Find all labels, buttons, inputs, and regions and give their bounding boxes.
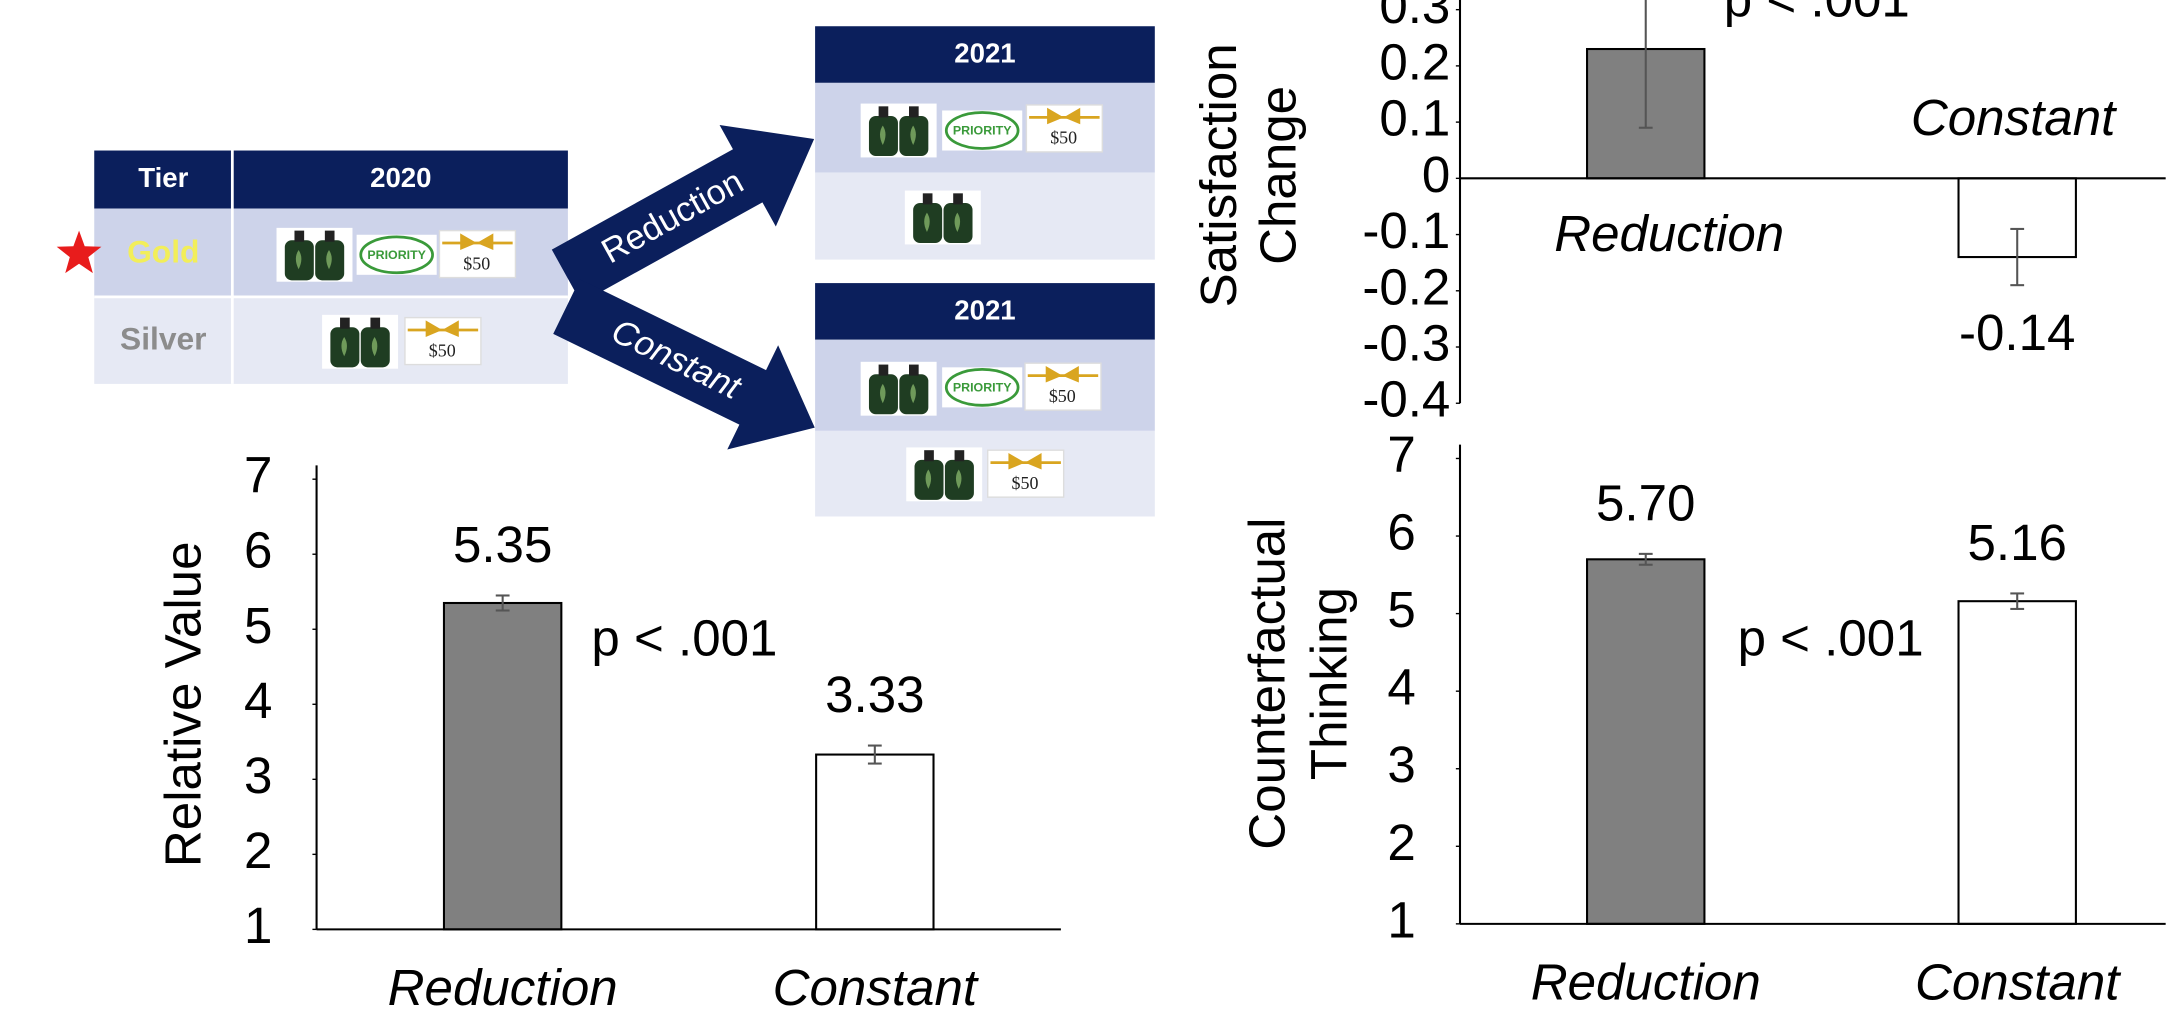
header-text: 2021	[954, 294, 1015, 325]
y-tick-label: 0	[1422, 146, 1450, 203]
voucher-text: $50	[429, 340, 456, 360]
voucher-icon: $50	[1026, 105, 1102, 152]
value-label: 5.70	[1596, 474, 1695, 531]
bottle-cap	[325, 231, 335, 242]
table-row	[815, 173, 1155, 260]
y-tick-label: 7	[1387, 426, 1415, 483]
value-label: 5.16	[1968, 514, 2067, 571]
table-row	[815, 431, 1155, 517]
bottle-cap	[955, 450, 965, 461]
x-tick-label: Reduction	[1531, 954, 1761, 1011]
y-axis-title: Satisfaction	[1190, 43, 1247, 307]
y-tick-label: 0.2	[1379, 33, 1450, 90]
y-tick-label: -0.3	[1362, 315, 1450, 372]
y-axis-title: Thinking	[1300, 587, 1357, 780]
y-tick-label: 4	[1387, 659, 1415, 716]
y-tick-label: 3	[244, 747, 272, 804]
chart: -0.4-0.3-0.2-0.100.10.20.3 SatisfactionCh…	[1190, 0, 2166, 428]
y-axis-title: Relative Value	[154, 541, 211, 867]
value-label: 3.33	[825, 666, 924, 723]
y-tick-label: 6	[1387, 504, 1415, 561]
y-tick-label: -0.2	[1362, 258, 1450, 315]
y-tick-label: 0.3	[1379, 0, 1450, 34]
bottles-icon	[861, 104, 937, 158]
stamp-text: PRIORITY	[953, 380, 1012, 394]
y-axis-title: Counterfactual	[1238, 517, 1295, 849]
bottles-icon	[905, 191, 981, 245]
voucher-icon: $50	[439, 231, 515, 278]
x-tick-label: Constant	[773, 959, 979, 1015]
voucher-text: $50	[463, 253, 490, 273]
voucher-icon: $50	[988, 450, 1064, 497]
bottle-cap	[923, 193, 933, 204]
stamp-text: PRIORITY	[953, 123, 1012, 137]
y-tick-label: 5	[1387, 581, 1415, 638]
y-tick-label: 0.1	[1379, 90, 1450, 147]
bar	[816, 755, 933, 930]
bottles-icon	[277, 228, 353, 282]
page: {"diagram": {"tier_header": "Tier", "yea…	[0, 0, 2166, 1015]
y-tick-label: -0.4	[1362, 371, 1450, 428]
body: Tier 2020 Gold Silver 2021 2021 Reductio…	[0, 0, 2166, 1015]
x-tick-label: Reduction	[388, 959, 618, 1015]
bar	[444, 603, 561, 929]
bottle-cap	[879, 106, 889, 117]
annotation: p < .001	[1738, 610, 1924, 667]
y-tick-label: 1	[244, 897, 272, 954]
bar	[1959, 601, 2076, 924]
annotation: p < .001	[1724, 0, 1910, 27]
bottle-cap	[879, 365, 889, 376]
voucher-icon: $50	[1025, 363, 1101, 410]
y-tick-label: -0.1	[1362, 202, 1450, 259]
chart: 1 2 3 4 5 6 7 CounterfactualThinking 5.70 Reducti…	[1238, 426, 2165, 1011]
arrow: Constant	[541, 254, 840, 479]
stamp-icon: PRIORITY	[357, 235, 437, 275]
figure: Tier 2020 Gold Silver 2021 2021 Reductio…	[0, 0, 2166, 1015]
y-tick-label: 2	[1387, 814, 1415, 871]
tier-label: Gold	[127, 233, 199, 269]
bar	[1587, 559, 1704, 924]
y-tick-label: 5	[244, 597, 272, 654]
bottles-icon	[322, 315, 398, 369]
value-label: 5.35	[453, 516, 552, 573]
header-text: Tier	[138, 162, 188, 193]
bottle-cap	[340, 318, 350, 329]
bottle-cap	[909, 106, 919, 117]
x-tick-label: Constant	[1915, 954, 2121, 1011]
y-tick-label: 2	[244, 822, 272, 879]
header-text: 2020	[370, 162, 431, 193]
bottle-cap	[294, 231, 304, 242]
bottle-cap	[924, 450, 934, 461]
x-tick-label: Reduction	[1554, 205, 1784, 262]
y-tick-label: 4	[244, 672, 272, 729]
bottle-cap	[909, 365, 919, 376]
voucher-text: $50	[1050, 128, 1077, 148]
voucher-text: $50	[1012, 473, 1039, 493]
stamp-text: PRIORITY	[367, 248, 426, 262]
header-text: 2021	[954, 38, 1015, 69]
x-tick-label: Constant	[1911, 89, 2117, 146]
voucher-icon: $50	[405, 318, 481, 365]
y-tick-label: 7	[244, 447, 272, 504]
y-tick-label: 3	[1387, 736, 1415, 793]
y-tick-label: 1	[1387, 891, 1415, 948]
bottle-cap	[953, 193, 963, 204]
y-tick-label: 6	[244, 522, 272, 579]
voucher-text: $50	[1049, 386, 1076, 406]
y-axis-title: Change	[1249, 86, 1306, 265]
stamp-icon: PRIORITY	[942, 367, 1022, 407]
bottle-cap	[370, 318, 380, 329]
bottles-icon	[906, 447, 982, 501]
annotation: p < .001	[591, 610, 777, 667]
chart: 1 2 3 4 5 6 7 Relative Value 5.35 Reduction 3.33 Co…	[154, 447, 1061, 1015]
bottles-icon	[861, 362, 937, 416]
value-label: -0.14	[1959, 304, 2075, 361]
tier-label: Silver	[120, 320, 207, 356]
stamp-icon: PRIORITY	[942, 110, 1022, 150]
